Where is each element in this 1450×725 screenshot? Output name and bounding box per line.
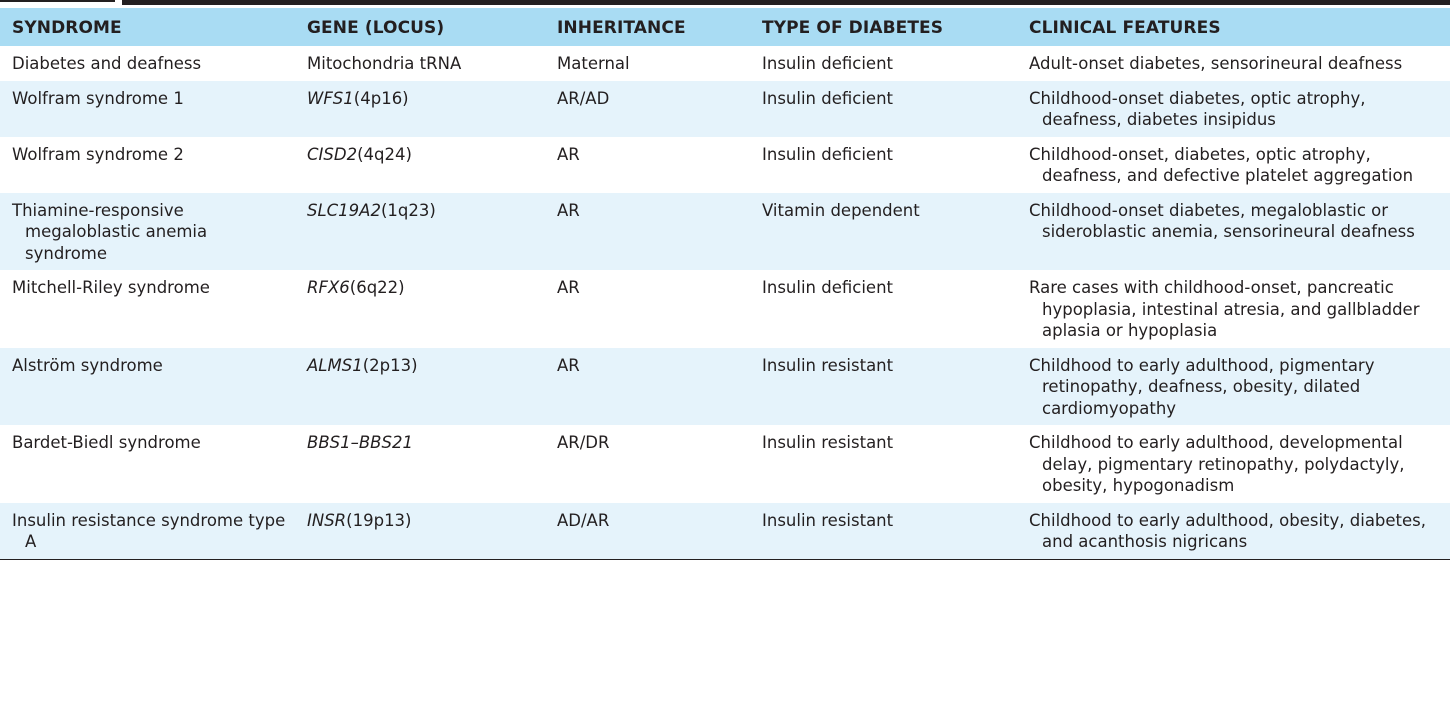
inheritance-cell: AR/DR	[557, 433, 610, 452]
gene-locus-cell: BBS1–BBS21	[295, 425, 545, 503]
gene-locus: (4p16)	[353, 88, 409, 108]
syndrome-cell: Wolfram syndrome 1	[0, 80, 295, 137]
diabetes-type-cell: Insulin deficient	[762, 144, 894, 164]
gene-name: BBS1–BBS21	[307, 433, 413, 452]
syndrome-cell: Wolfram syndrome 2	[12, 144, 184, 164]
diabetes-type-cell: Insulin deficient	[750, 80, 1017, 137]
table-row: Bardet-Biedl syndrome BBS1–BBS21 AR/DR Insu…	[0, 425, 1450, 503]
gene-name: WFS1	[307, 88, 354, 108]
syndrome-cell: Bardet-Biedl syndrome	[12, 433, 201, 452]
inheritance-cell: AR/AD	[545, 80, 750, 137]
diabetes-type-cell: Insulin deficient	[762, 278, 894, 297]
syndrome-cell: Diabetes and deafness	[12, 54, 202, 73]
clinical-features-cell: Childhood to early adulthood, pigmentary…	[1017, 347, 1450, 425]
diabetes-type-cell: Insulin resistant	[750, 347, 1017, 425]
clinical-features-cell: Childhood-onset diabetes, optic atrophy,…	[1017, 80, 1450, 137]
inheritance-cell: AR	[557, 278, 580, 297]
gene-name: RFX6	[307, 278, 350, 297]
gene-locus: (19p13)	[346, 510, 412, 530]
diabetes-type-cell: Insulin resistant	[750, 502, 1017, 559]
gene-locus: (4q24)	[357, 144, 412, 164]
gene-locus: (2p13)	[362, 355, 418, 375]
inheritance-cell: AR	[545, 192, 750, 270]
header-type-of-diabetes: TYPE OF DIABETES	[750, 8, 1017, 46]
diabetes-type-cell: Vitamin dependent	[750, 192, 1017, 270]
clinical-features-cell: Childhood-onset diabetes, megaloblastic …	[1017, 192, 1450, 270]
gene-name: INSR	[307, 510, 347, 530]
header-inheritance: INHERITANCE	[545, 8, 750, 46]
header-clinical-features: CLINICAL FEATURES	[1017, 8, 1450, 46]
inheritance-cell: Maternal	[557, 54, 630, 73]
bottom-rule	[0, 558, 1450, 560]
gene-name: SLC19A2	[307, 200, 381, 220]
inheritance-cell: AR	[557, 144, 580, 164]
syndrome-cell: Alström syndrome	[0, 347, 295, 425]
table-body: Diabetes and deafness Mitochondria tRNA Ma…	[0, 46, 1450, 559]
gene-locus-cell: RFX6(6q22)	[295, 270, 545, 348]
diabetes-type-cell: Insulin resistant	[762, 433, 894, 452]
gene-locus-cell: SLC19A2(1q23)	[295, 192, 545, 270]
syndrome-cell: Thiamine-responsive megaloblastic anemia…	[0, 192, 295, 270]
table-row: Alström syndrome ALMS1(2p13) AR Insulin res…	[0, 347, 1450, 425]
syndrome-cell: Insulin resistance syndrome type A	[0, 502, 295, 559]
gene-locus: (1q23)	[380, 200, 436, 220]
clinical-features-cell: Childhood to early adulthood, developmen…	[1029, 433, 1405, 495]
table-row: Diabetes and deafness Mitochondria tRNA Ma…	[0, 46, 1450, 81]
clinical-features-cell: Childhood-onset, diabetes, optic atrophy…	[1029, 144, 1414, 186]
table-row: Mitchell-Riley syndrome RFX6(6q22) AR Insul…	[0, 270, 1450, 348]
gene-name: Mitochondria tRNA	[307, 54, 462, 73]
clinical-features-cell: Childhood to early adulthood, obesity, d…	[1017, 502, 1450, 559]
table-row: Insulin resistance syndrome type A INSR(1…	[0, 502, 1450, 559]
clinical-features-cell: Adult-onset diabetes, sensorineural deaf…	[1029, 54, 1403, 73]
header-syndrome: SYNDROME	[0, 8, 295, 46]
gene-locus-cell: INSR(19p13)	[295, 502, 545, 559]
gene-locus-cell: Mitochondria tRNA	[295, 46, 545, 81]
table-header: SYNDROME GENE (LOCUS) INHERITANCE TYPE O…	[0, 8, 1450, 46]
gene-locus-cell: ALMS1(2p13)	[295, 347, 545, 425]
clinical-features-cell: Rare cases with childhood-onset, pancrea…	[1029, 278, 1420, 340]
gene-locus: (6q22)	[349, 278, 405, 297]
gene-locus-cell: CISD2(4q24)	[295, 137, 545, 193]
inheritance-cell: AD/AR	[545, 502, 750, 559]
table-row: Thiamine-responsive megaloblastic anemia…	[0, 192, 1450, 270]
gene-name: CISD2	[307, 144, 358, 164]
syndromes-table: SYNDROME GENE (LOCUS) INHERITANCE TYPE O…	[0, 8, 1450, 559]
gene-name: ALMS1	[307, 355, 363, 375]
diabetes-type-cell: Insulin deficient	[762, 54, 894, 73]
inheritance-cell: AR	[545, 347, 750, 425]
header-gene-locus: GENE (LOCUS)	[295, 8, 545, 46]
table-row: Wolfram syndrome 1 WFS1(4p16) AR/AD Insulin…	[0, 80, 1450, 137]
top-rule	[0, 0, 1450, 6]
gene-locus-cell: WFS1(4p16)	[295, 80, 545, 137]
table-row: Wolfram syndrome 2 CISD2(4q24) AR Insulin d…	[0, 137, 1450, 193]
syndrome-cell: Mitchell-Riley syndrome	[12, 278, 210, 297]
